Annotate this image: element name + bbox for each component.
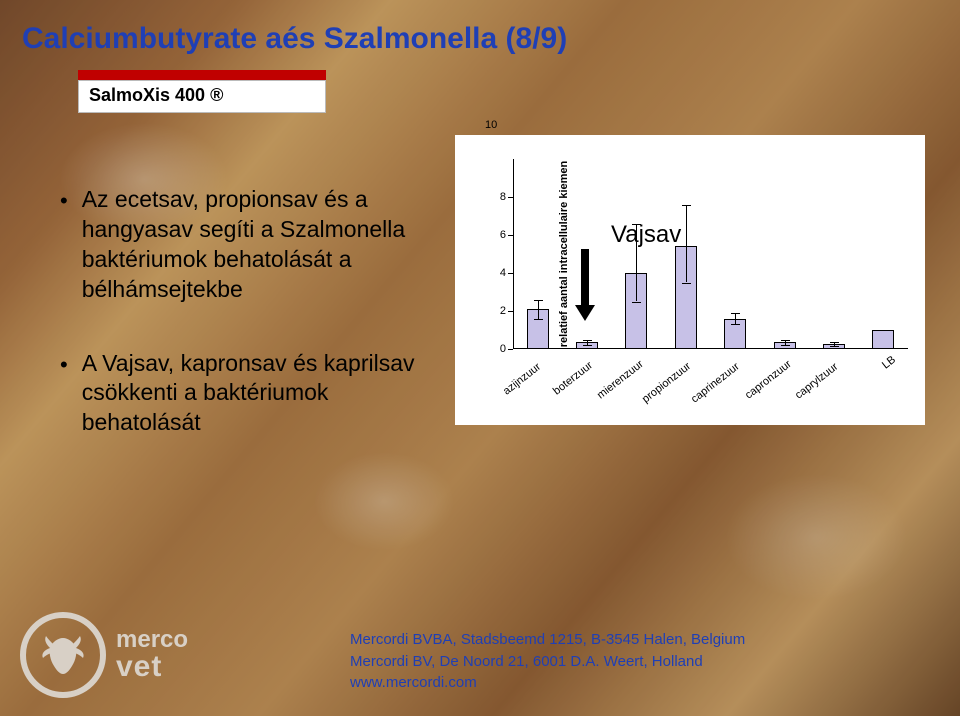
x-axis-label: propionzuur bbox=[640, 360, 693, 405]
error-cap bbox=[632, 224, 641, 225]
error-bar bbox=[538, 300, 539, 319]
error-cap bbox=[534, 300, 543, 301]
x-axis-label: azijnzuur bbox=[501, 361, 543, 398]
bar-chart: 10 relatief aantal intracellulaire kieme… bbox=[455, 135, 925, 425]
footer-line: www.mercordi.com bbox=[350, 672, 745, 694]
chart-bar bbox=[872, 330, 894, 349]
error-cap bbox=[830, 342, 839, 343]
y-tick-label: 4 bbox=[486, 267, 506, 279]
x-axis-label: caprylzuur bbox=[793, 361, 840, 402]
slide-content: Calciumbutyrate aés Szalmonella (8/9) Sa… bbox=[0, 0, 960, 716]
error-cap bbox=[682, 283, 691, 284]
y-tick-label: 8 bbox=[486, 191, 506, 203]
brand-logo: merco vet bbox=[20, 612, 188, 698]
error-cap bbox=[781, 340, 790, 341]
logo-circle-icon bbox=[20, 612, 106, 698]
error-bar bbox=[686, 205, 687, 283]
footer-text: Mercordi BVBA, Stadsbeemd 1215, B-3545 H… bbox=[350, 629, 745, 694]
y-axis bbox=[513, 159, 514, 349]
x-axis-label: boterzuur bbox=[551, 360, 595, 398]
x-axis-label: mierenzuur bbox=[595, 358, 646, 401]
bullet-text: A Vajsav, kapronsav és kaprilsav csökken… bbox=[82, 349, 435, 439]
x-axis-label: LB bbox=[880, 354, 898, 372]
chart-plot-area: relatief aantal intracellulaire kiemen V… bbox=[513, 159, 908, 349]
footer-line: Mercordi BVBA, Stadsbeemd 1215, B-3545 H… bbox=[350, 629, 745, 651]
y-tick bbox=[508, 273, 513, 274]
y-tick-label: 2 bbox=[486, 305, 506, 317]
error-cap bbox=[781, 345, 790, 346]
y-tick-label: 6 bbox=[486, 229, 506, 241]
page-title: Calciumbutyrate aés Szalmonella (8/9) bbox=[22, 22, 567, 56]
error-cap bbox=[632, 302, 641, 303]
error-cap bbox=[682, 205, 691, 206]
footer-line: Mercordi BV, De Noord 21, 6001 D.A. Weer… bbox=[350, 651, 745, 673]
subtitle-text: SalmoXis 400 ® bbox=[78, 80, 326, 113]
x-axis-label: caprinezuur bbox=[689, 360, 742, 405]
subtitle-red-bar bbox=[78, 70, 326, 80]
bullet-item: • Az ecetsav, propionsav és a hangyasav … bbox=[60, 185, 435, 305]
y-tick bbox=[508, 311, 513, 312]
y-axis-title: relatief aantal intracellulaire kiemen bbox=[558, 161, 570, 347]
error-bar bbox=[735, 313, 736, 324]
error-bar bbox=[636, 224, 637, 302]
bullet-list: • Az ecetsav, propionsav és a hangyasav … bbox=[60, 185, 435, 482]
logo-text: merco vet bbox=[116, 628, 188, 682]
error-cap bbox=[731, 313, 740, 314]
y-tick bbox=[508, 235, 513, 236]
chart-annotation: Vajsav bbox=[611, 221, 681, 249]
y-tick-label: 0 bbox=[486, 343, 506, 355]
bullet-dot-icon: • bbox=[60, 187, 68, 216]
error-cap bbox=[583, 345, 592, 346]
error-cap bbox=[731, 324, 740, 325]
subtitle-block: SalmoXis 400 ® bbox=[78, 70, 326, 113]
error-cap bbox=[830, 346, 839, 347]
bullet-dot-icon: • bbox=[60, 351, 68, 380]
y-tick bbox=[508, 197, 513, 198]
y-tick bbox=[508, 349, 513, 350]
x-axis bbox=[513, 348, 908, 349]
x-axis-label: capronzuur bbox=[743, 358, 794, 401]
bullet-text: Az ecetsav, propionsav és a hangyasav se… bbox=[82, 185, 435, 305]
bullet-item: • A Vajsav, kapronsav és kaprilsav csökk… bbox=[60, 349, 435, 439]
cow-head-icon bbox=[38, 630, 88, 680]
error-cap bbox=[534, 319, 543, 320]
logo-line2: vet bbox=[116, 652, 188, 682]
error-cap bbox=[583, 340, 592, 341]
logo-line1: merco bbox=[116, 628, 188, 652]
y-max-label: 10 bbox=[485, 119, 497, 131]
